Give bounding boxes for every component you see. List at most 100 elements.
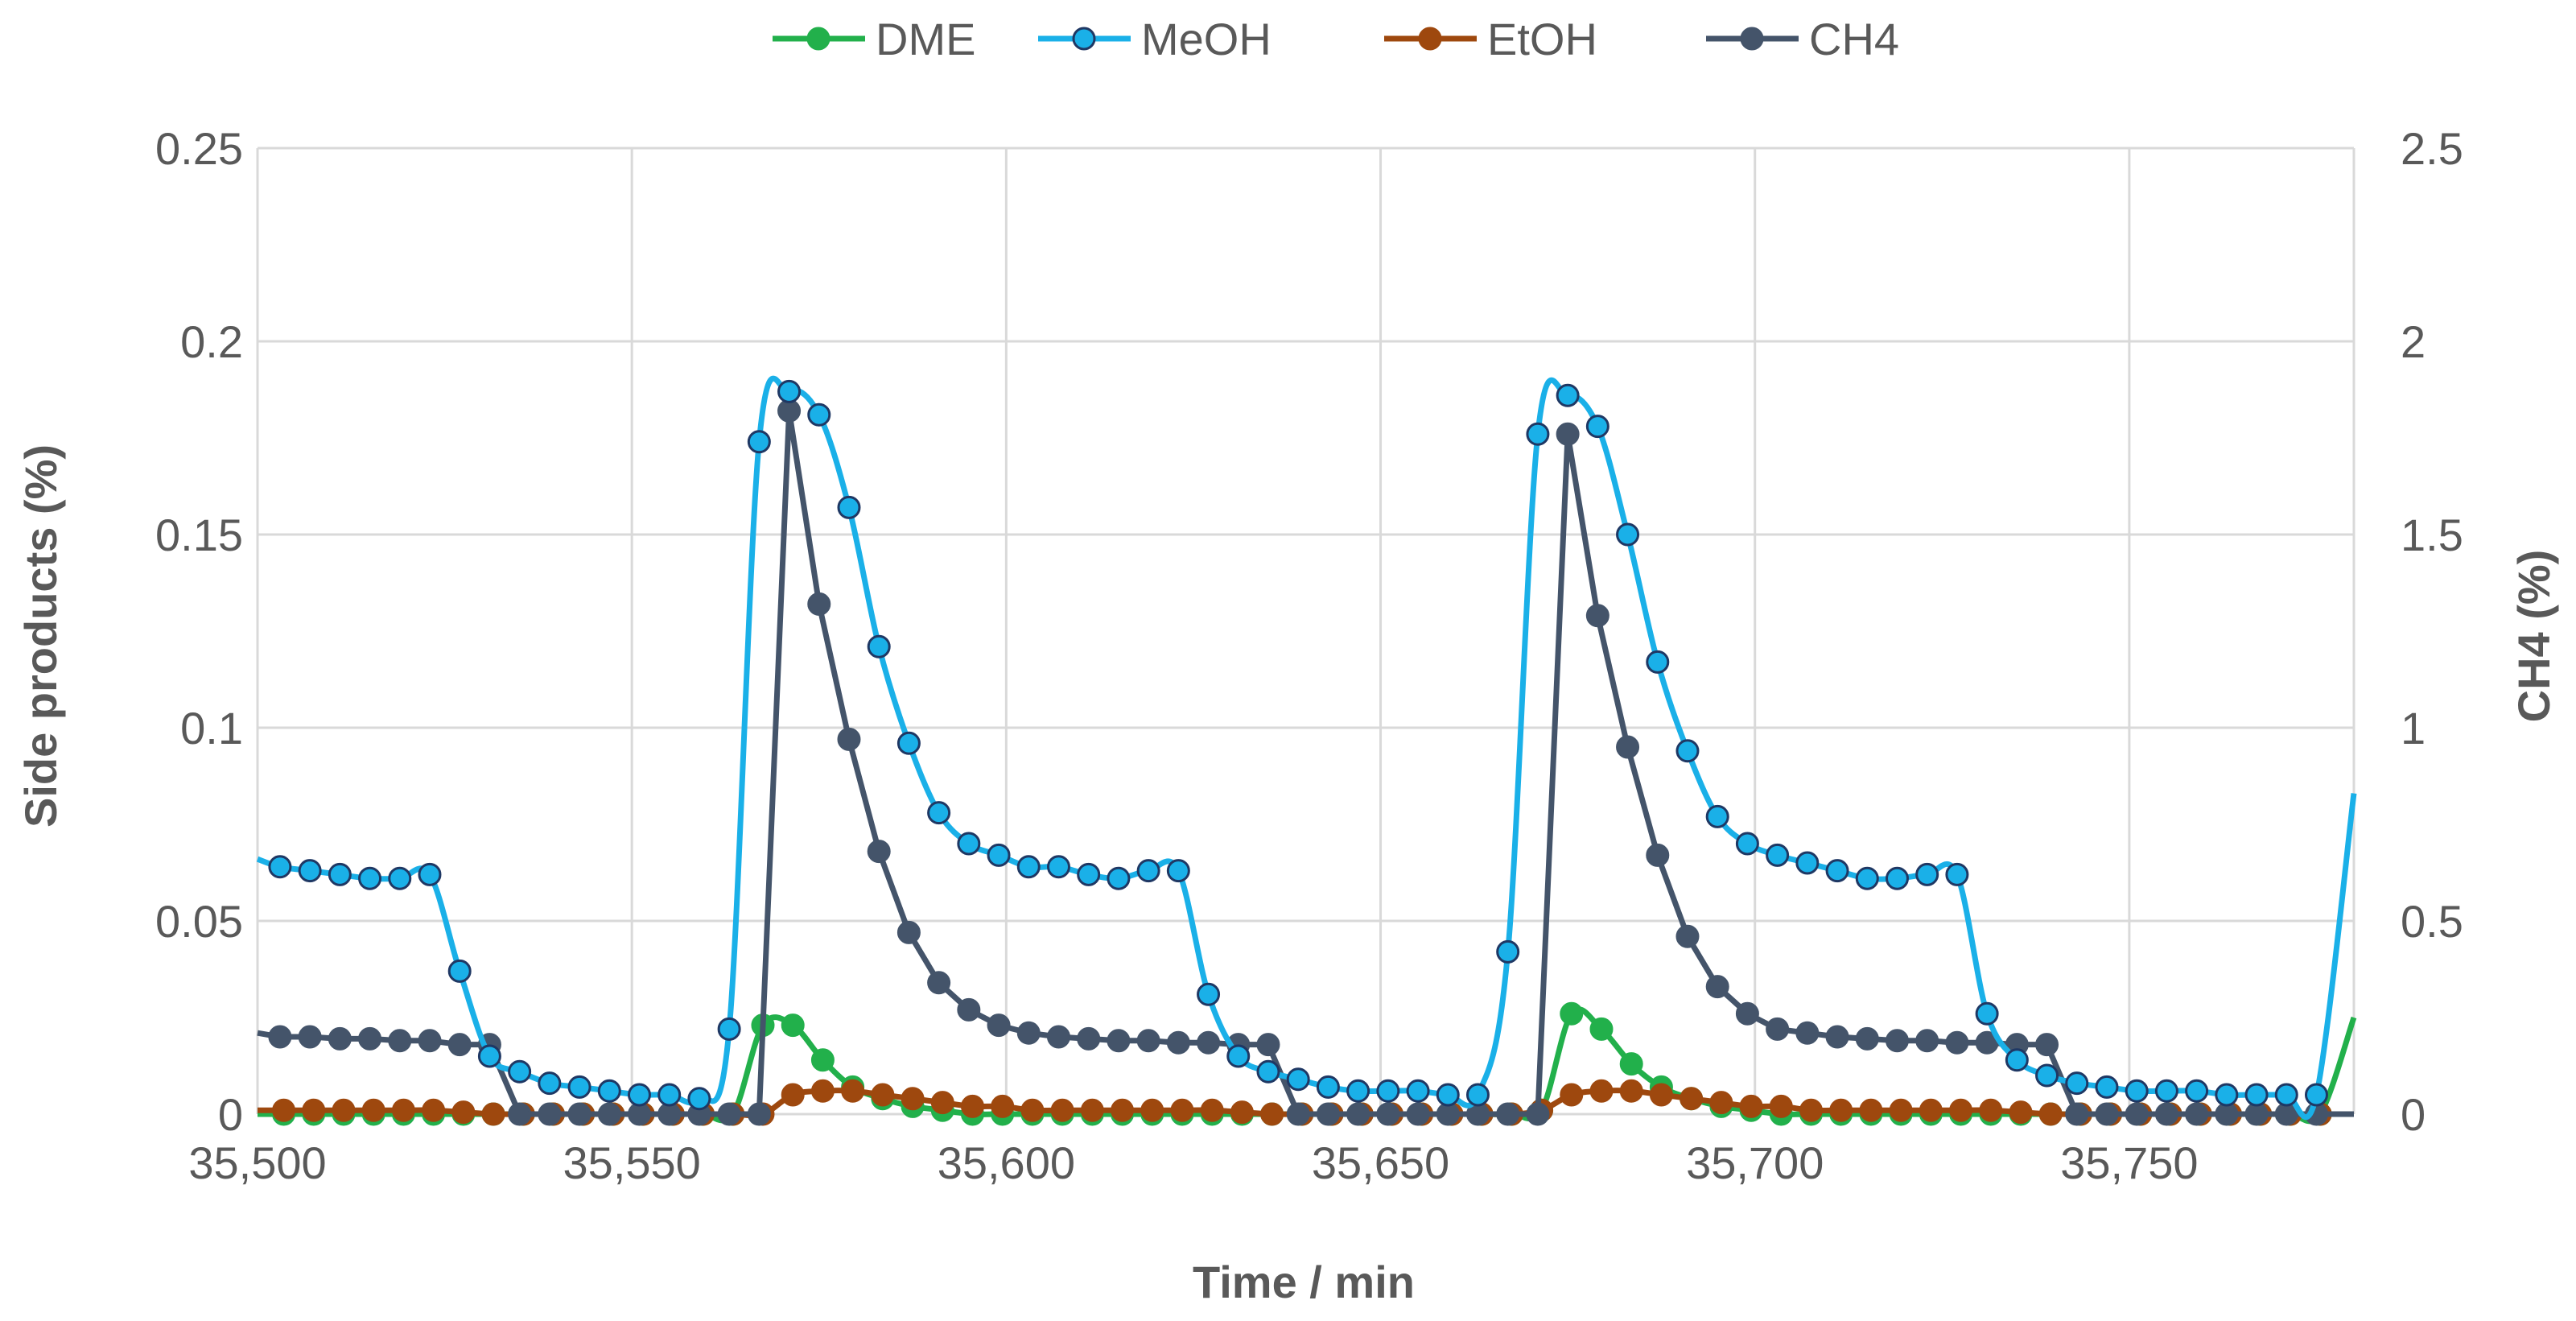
- data-point-etoh: [1680, 1087, 1704, 1111]
- data-point-meoh: [1735, 832, 1759, 856]
- data-point-etoh: [1799, 1098, 1823, 1122]
- y-tick-label: 0.15: [155, 510, 243, 560]
- data-point-ch4: [1077, 1026, 1101, 1051]
- data-point-ch4: [1526, 1102, 1550, 1126]
- data-point-meoh: [2244, 1083, 2269, 1107]
- data-point-ch4: [2095, 1102, 2119, 1126]
- data-point-ch4: [1256, 1033, 1280, 1057]
- data-point-meoh: [1675, 739, 1700, 763]
- data-point-ch4: [1885, 1029, 1909, 1053]
- data-point-etoh: [1949, 1098, 1973, 1122]
- data-point-etoh: [1649, 1083, 1673, 1107]
- data-point-meoh: [388, 866, 412, 890]
- data-point-etoh: [871, 1083, 895, 1107]
- data-point-etoh: [2038, 1102, 2063, 1126]
- data-point-ch4: [1316, 1102, 1340, 1126]
- data-point-meoh: [1855, 866, 1879, 890]
- data-point-ch4: [1436, 1102, 1460, 1126]
- legend-item-ch4: CH4: [1706, 14, 1899, 64]
- data-point-meoh: [1406, 1079, 1430, 1103]
- data-point-meoh: [2215, 1083, 2239, 1107]
- data-point-meoh: [2185, 1079, 2209, 1103]
- data-point-meoh: [328, 862, 352, 886]
- legend-swatch-marker: [1740, 27, 1764, 51]
- data-point-etoh: [1020, 1098, 1045, 1122]
- y2-tick-label: 0: [2401, 1089, 2426, 1140]
- legend-item-meoh: MeOH: [1038, 14, 1272, 64]
- data-point-ch4: [2125, 1102, 2149, 1126]
- data-point-meoh: [268, 855, 292, 879]
- data-point-ch4: [1915, 1029, 1939, 1053]
- data-point-ch4: [567, 1102, 591, 1126]
- y2-tick-label: 1: [2401, 703, 2426, 753]
- data-point-ch4: [1046, 1025, 1070, 1049]
- x-tick-label: 35,750: [2060, 1137, 2198, 1188]
- data-point-etoh: [391, 1098, 415, 1122]
- legend-item-etoh: EtOH: [1384, 14, 1597, 64]
- data-point-ch4: [837, 727, 861, 751]
- data-point-meoh: [896, 731, 921, 755]
- data-point-ch4: [867, 840, 891, 864]
- data-point-etoh: [1619, 1079, 1643, 1103]
- data-point-meoh: [1376, 1079, 1400, 1103]
- data-point-meoh: [1705, 804, 1729, 828]
- data-point-meoh: [538, 1071, 562, 1096]
- data-point-meoh: [987, 843, 1011, 867]
- y2-axis-title: CH4 (%): [2508, 550, 2559, 723]
- legend-swatch-marker: [1418, 27, 1442, 51]
- data-point-ch4: [447, 1033, 472, 1057]
- data-point-meoh: [717, 1017, 741, 1041]
- legend-label: CH4: [1809, 14, 1899, 64]
- data-point-meoh: [957, 832, 981, 856]
- data-point-ch4: [1107, 1029, 1131, 1053]
- data-point-etoh: [1589, 1079, 1614, 1103]
- data-point-meoh: [1825, 859, 1849, 883]
- data-point-etoh: [272, 1098, 296, 1122]
- data-point-meoh: [447, 959, 472, 983]
- x-tick-label: 35,500: [188, 1137, 326, 1188]
- data-point-ch4: [1016, 1021, 1041, 1045]
- series-meoh: [256, 375, 2357, 1121]
- data-point-etoh: [1859, 1098, 1883, 1122]
- data-point-ch4: [807, 592, 831, 616]
- data-point-meoh: [747, 430, 771, 454]
- data-point-meoh: [1556, 383, 1580, 407]
- data-point-ch4: [1675, 924, 1700, 948]
- y-tick-label: 0.1: [180, 703, 243, 753]
- data-point-etoh: [2009, 1100, 2033, 1125]
- data-point-etoh: [1889, 1098, 1913, 1122]
- tick-labels: 0 0.05 0.1 0.15 0.2 0.25 0 0.5 1 1.5 2 2.5 35,500 35,…: [155, 123, 2463, 1188]
- data-point-meoh: [777, 379, 802, 403]
- data-point-meoh: [2154, 1079, 2178, 1103]
- legend-swatch-marker: [806, 27, 831, 51]
- legend-swatch-marker: [1072, 27, 1096, 51]
- data-point-meoh: [1197, 982, 1221, 1006]
- data-point-meoh: [1046, 855, 1070, 879]
- legend-item-dme: DME: [773, 14, 975, 64]
- data-point-etoh: [960, 1094, 984, 1118]
- data-point-meoh: [687, 1087, 711, 1111]
- data-point-ch4: [627, 1102, 651, 1126]
- y2-tick-label: 2: [2401, 316, 2426, 367]
- data-point-ch4: [896, 920, 921, 944]
- y-tick-label: 0.25: [155, 123, 243, 174]
- data-point-etoh: [1829, 1098, 1853, 1122]
- data-point-ch4: [2185, 1102, 2209, 1126]
- data-point-meoh: [1316, 1075, 1340, 1099]
- data-point-ch4: [2154, 1102, 2178, 1126]
- data-point-meoh: [1166, 859, 1190, 883]
- data-point-etoh: [1260, 1102, 1284, 1126]
- data-point-ch4: [1705, 975, 1729, 999]
- legend: DME MeOH EtOH CH4: [773, 14, 1899, 64]
- data-point-etoh: [991, 1094, 1015, 1118]
- data-point-etoh: [1230, 1100, 1254, 1125]
- data-point-ch4: [1496, 1102, 1520, 1126]
- data-point-etoh: [302, 1098, 326, 1122]
- data-point-ch4: [508, 1102, 532, 1126]
- data-point-dme: [1560, 1001, 1584, 1026]
- data-point-ch4: [957, 997, 981, 1022]
- data-point-etoh: [930, 1091, 954, 1115]
- data-point-etoh: [361, 1098, 385, 1122]
- data-point-meoh: [1346, 1079, 1370, 1103]
- data-point-etoh: [781, 1083, 805, 1107]
